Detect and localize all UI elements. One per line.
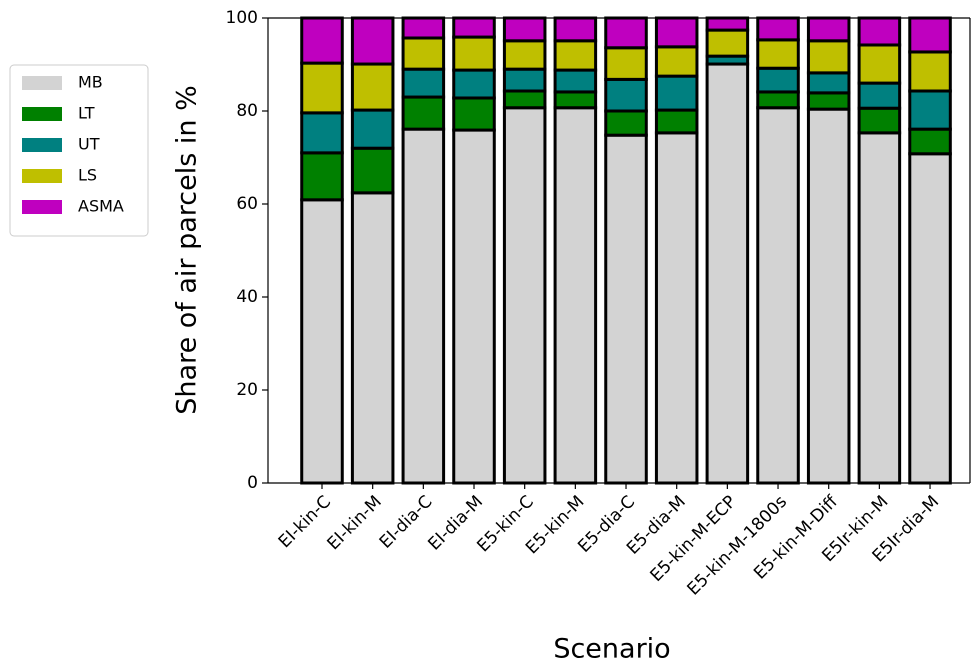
legend-label: UT	[78, 135, 100, 154]
bar-segment	[756, 90, 800, 110]
bar-segment	[553, 16, 598, 43]
bar-segment	[553, 106, 598, 485]
bar-segment	[908, 127, 952, 156]
bar-segment	[857, 81, 902, 110]
bar-segment	[654, 74, 699, 112]
bar-segment	[705, 16, 750, 32]
bar-segment	[502, 39, 547, 71]
bar-segment	[857, 16, 902, 47]
bar-segment	[604, 16, 648, 50]
bar-segment	[401, 16, 446, 40]
bar-segment	[806, 16, 851, 43]
bar-segment	[654, 108, 699, 135]
bar-segment	[401, 67, 446, 99]
bar-segment	[654, 45, 699, 78]
bar-segment	[604, 109, 648, 137]
bar-segment	[401, 36, 446, 71]
bar-segment	[300, 61, 344, 115]
bar-segment	[350, 16, 395, 66]
bar-segment	[604, 133, 648, 485]
bar-segment	[350, 191, 395, 485]
y-tick-label: 100	[226, 8, 258, 28]
bar-segment	[654, 131, 699, 485]
bar-segment	[452, 96, 496, 132]
bar-segment	[604, 46, 648, 81]
bar-segment	[452, 35, 496, 72]
bar-segment	[452, 128, 496, 485]
y-tick-label: 40	[236, 287, 258, 307]
y-tick-label: 20	[236, 380, 258, 400]
y-tick-label: 0	[247, 473, 258, 493]
bar-segment	[857, 43, 902, 85]
bar-segment	[908, 152, 952, 485]
bar-segment	[756, 66, 800, 94]
bar-segment	[502, 16, 547, 43]
bar-segment	[857, 131, 902, 485]
bar-segment	[452, 68, 496, 100]
bar-segment	[350, 108, 395, 150]
bar-segment	[401, 127, 446, 485]
x-axis-title: Scenario	[553, 634, 670, 665]
bar-segment	[806, 91, 851, 111]
legend-swatch	[22, 200, 62, 214]
bar-segment	[705, 28, 750, 58]
bar-segment	[502, 106, 547, 485]
bar-segment	[401, 95, 446, 131]
bar-segment	[756, 16, 800, 42]
bar-segment	[806, 107, 851, 485]
bar-segment	[857, 106, 902, 135]
bar-segment	[452, 16, 496, 39]
bar-segment	[350, 146, 395, 195]
bar-segment	[654, 16, 699, 49]
bar-segment	[300, 111, 344, 155]
y-axis-title: Share of air parcels in %	[172, 85, 203, 414]
bar-segment	[908, 50, 952, 93]
bar-segment	[756, 38, 800, 70]
bar-segment	[604, 77, 648, 113]
y-tick-label: 60	[236, 194, 258, 214]
bar-segment	[908, 89, 952, 131]
bar-segment	[553, 90, 598, 110]
bar-segment	[806, 39, 851, 75]
legend-swatch	[22, 169, 62, 183]
legend-label: ASMA	[78, 197, 124, 216]
bar-segment	[553, 68, 598, 94]
bar-segment	[300, 16, 344, 65]
y-tick-label: 80	[236, 101, 258, 121]
bar-segment	[502, 67, 547, 93]
legend-label: LT	[78, 104, 95, 123]
x-tick-label: EI-kin-M	[323, 492, 385, 554]
bar-segment	[350, 62, 395, 112]
bar-segment	[300, 151, 344, 202]
bar-segment	[806, 71, 851, 95]
legend-swatch	[22, 138, 62, 152]
bar-segment	[756, 106, 800, 485]
legend-swatch	[22, 107, 62, 121]
bar-segment	[553, 39, 598, 72]
bar-segment	[502, 89, 547, 110]
legend-label: MB	[78, 73, 103, 92]
bar-segment	[908, 16, 952, 54]
legend-swatch	[22, 76, 62, 90]
bar-segment	[300, 198, 344, 485]
legend-label: LS	[78, 166, 97, 185]
bar-segment	[705, 62, 750, 485]
